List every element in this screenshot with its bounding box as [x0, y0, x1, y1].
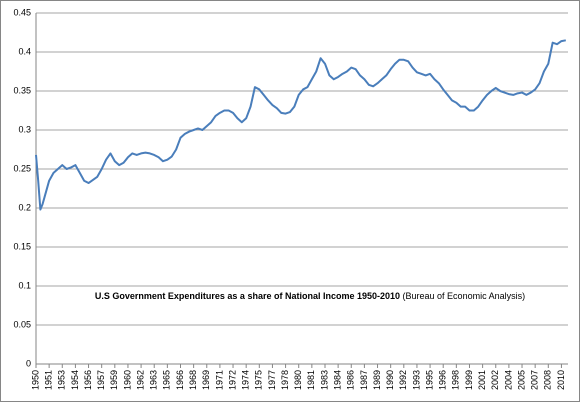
x-tick-label: 1959 [109, 370, 119, 390]
x-tick-label: 1981 [306, 370, 316, 390]
x-tick-label: 2008 [543, 370, 553, 390]
x-tick-label: 1972 [227, 370, 237, 390]
x-tick-label: 1950 [30, 370, 40, 390]
x-tick-label: 1966 [175, 370, 185, 390]
x-tick-label: 1992 [398, 370, 408, 390]
y-tick-label: 0.35 [13, 85, 31, 95]
x-tick-label: 1983 [319, 370, 329, 390]
x-tick-label: 1977 [267, 370, 277, 390]
x-tick-label: 2001 [477, 370, 487, 390]
x-tick-label: 1995 [424, 370, 434, 390]
x-tick-label: 1986 [346, 370, 356, 390]
x-tick-label: 2005 [516, 370, 526, 390]
x-tick-label: 1978 [280, 370, 290, 390]
x-tick-label: 1989 [372, 370, 382, 390]
y-tick-label: 0.3 [18, 124, 31, 134]
x-tick-label: 1990 [385, 370, 395, 390]
x-tick-label: 1969 [201, 370, 211, 390]
y-tick-label: 0.45 [13, 7, 31, 17]
x-tick-label: 1984 [332, 370, 342, 390]
x-tick-label: 1974 [241, 370, 251, 390]
y-tick-label: 0.05 [13, 319, 31, 329]
x-tick-label: 1980 [293, 370, 303, 390]
x-tick-label: 1960 [122, 370, 132, 390]
x-tick-label: 1975 [254, 370, 264, 390]
x-tick-label: 1951 [44, 370, 54, 390]
x-tick-label: 1965 [162, 370, 172, 390]
x-tick-label: 1953 [57, 370, 67, 390]
y-tick-label: 0.15 [13, 241, 31, 251]
chart-title-group: U.S Government Expenditures as a share o… [95, 291, 525, 301]
x-tick-label: 1993 [411, 370, 421, 390]
x-tick-label: 2007 [530, 370, 540, 390]
series-line [35, 39, 566, 211]
x-tick-label: 1954 [70, 370, 80, 390]
y-tick-label: 0.4 [18, 46, 31, 56]
chart-title: U.S Government Expenditures as a share o… [95, 291, 400, 301]
x-tick-label: 2010 [556, 370, 566, 390]
y-tick-label: 0.25 [13, 163, 31, 173]
x-tick-label: 1968 [188, 370, 198, 390]
x-tick-label: 1957 [96, 370, 106, 390]
x-tick-label: 1996 [438, 370, 448, 390]
x-tick-label: 1971 [214, 370, 224, 390]
y-tick-label: 0.1 [18, 280, 31, 290]
x-tick-label: 2004 [503, 370, 513, 390]
x-tick-label: 1962 [135, 370, 145, 390]
x-tick-label: 1956 [83, 370, 93, 390]
x-tick-label: 1999 [464, 370, 474, 390]
y-tick-label: 0 [26, 358, 31, 368]
x-tick-label: 1987 [359, 370, 369, 390]
x-tick-label: 2002 [490, 370, 500, 390]
y-tick-label: 0.2 [18, 202, 31, 212]
chart-subtitle: (Bureau of Economic Analysis) [403, 291, 526, 301]
x-tick-label: 1998 [451, 370, 461, 390]
x-tick-label: 1963 [149, 370, 159, 390]
